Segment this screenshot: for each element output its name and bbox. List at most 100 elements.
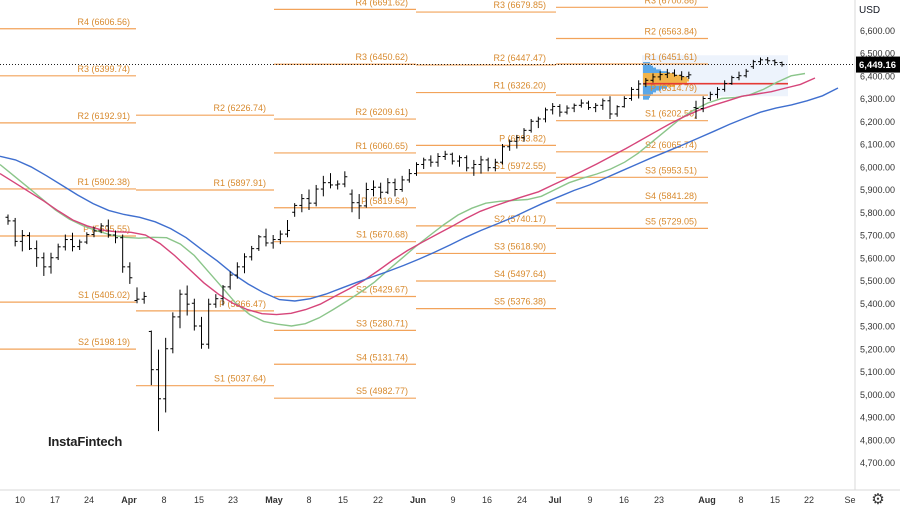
y-tick-label: 6,500.00	[860, 49, 895, 59]
candle	[492, 158, 498, 172]
candle	[392, 178, 398, 197]
logo-text: InstaFintech	[48, 434, 123, 449]
pivot-label: S3 (5953.51)	[645, 165, 697, 175]
x-tick-label: Jul	[548, 495, 561, 505]
candle	[27, 232, 32, 251]
y-tick-label: 5,300.00	[860, 322, 895, 332]
candle	[313, 184, 319, 207]
candle	[650, 73, 656, 83]
y-tick-label: 6,300.00	[860, 94, 895, 104]
candle	[91, 226, 97, 238]
candle	[564, 105, 570, 115]
pivot-label: S3 (5280.71)	[356, 318, 408, 328]
candle	[12, 217, 18, 247]
candle	[507, 139, 513, 151]
candle	[306, 189, 312, 210]
candle	[679, 71, 685, 81]
candle	[349, 189, 355, 213]
candle	[743, 68, 749, 78]
y-tick-label: 5,600.00	[860, 253, 895, 263]
sma-green-line	[0, 72, 806, 327]
candle	[428, 155, 434, 167]
candle	[636, 80, 642, 99]
x-tick-label: Apr	[121, 495, 137, 505]
x-tick-label: 16	[619, 495, 629, 505]
candle	[457, 155, 462, 167]
candle	[643, 78, 649, 88]
candle	[715, 87, 720, 99]
y-tick-label: 5,400.00	[860, 299, 895, 309]
y-tick-label: 5,500.00	[860, 276, 895, 286]
candle	[156, 349, 161, 432]
x-tick-label: 22	[373, 495, 383, 505]
candle	[550, 103, 556, 115]
pivot-label: S2 (5429.67)	[356, 285, 408, 295]
candle	[249, 245, 255, 261]
sma-blue-line	[0, 87, 839, 302]
candle	[134, 287, 140, 304]
x-tick-label: 8	[161, 495, 166, 505]
candle	[421, 157, 427, 170]
candle	[356, 194, 362, 220]
y-tick-label: 5,200.00	[860, 344, 895, 354]
y-tick-label: 6,600.00	[860, 26, 895, 36]
pivot-label: R4 (6606.56)	[77, 17, 130, 27]
candle	[758, 57, 763, 65]
candle	[105, 219, 111, 238]
x-tick-label: Jun	[410, 495, 426, 505]
pivot-label: P (5695.55)	[83, 224, 130, 234]
pivot-label: R4 (6691.62)	[355, 0, 408, 7]
candle	[177, 289, 183, 329]
candle	[184, 285, 190, 316]
pivot-label: S2 (5740.17)	[494, 214, 546, 224]
candle	[127, 262, 133, 284]
candle	[120, 234, 126, 273]
pivot-label: S1 (6202.56)	[645, 109, 697, 119]
candle	[571, 103, 577, 113]
currency-selector[interactable]: USD	[856, 3, 900, 19]
pivot-label: P (6093.82)	[499, 133, 546, 143]
candle	[34, 240, 40, 267]
candle	[621, 96, 627, 108]
y-tick-label: 6,400.00	[860, 71, 895, 81]
candle	[292, 203, 298, 217]
candle	[163, 337, 169, 413]
pivot-label: S2 (5198.19)	[78, 337, 130, 347]
gear-icon[interactable]: ⚙	[871, 491, 885, 508]
pivot-label: R3 (6700.86)	[644, 0, 697, 5]
candle	[586, 100, 591, 110]
pivot-label: R1 (6451.61)	[644, 52, 697, 62]
pivot-label: S5 (5729.05)	[645, 216, 697, 226]
pivot-label: R3 (6450.62)	[355, 52, 408, 62]
pivot-label: R2 (6192.91)	[77, 111, 130, 121]
candle	[213, 294, 219, 308]
candle	[722, 80, 728, 92]
pivot-label: R3 (6399.74)	[77, 64, 130, 74]
candle	[41, 252, 47, 276]
candle	[514, 134, 520, 149]
x-tick-label: 8	[306, 495, 311, 505]
candle	[98, 223, 104, 234]
pivot-label: S5 (5376.38)	[494, 297, 546, 307]
candle	[170, 312, 176, 354]
candle	[535, 116, 541, 129]
candle	[191, 298, 197, 331]
y-tick-label: 4,700.00	[860, 458, 895, 468]
candle	[227, 271, 233, 290]
pivot-label: R1 (5902.38)	[77, 177, 130, 187]
candle	[593, 103, 599, 113]
candle	[399, 175, 405, 192]
candle	[55, 243, 61, 261]
last-price-badge	[856, 56, 900, 73]
candle	[206, 298, 212, 349]
candle	[328, 173, 333, 189]
candle	[664, 68, 670, 79]
candle	[464, 155, 470, 172]
candle	[729, 75, 735, 85]
candle	[406, 169, 412, 183]
candle	[765, 57, 771, 64]
pivot-label: S4 (5497.64)	[494, 269, 546, 279]
candle	[521, 128, 527, 142]
